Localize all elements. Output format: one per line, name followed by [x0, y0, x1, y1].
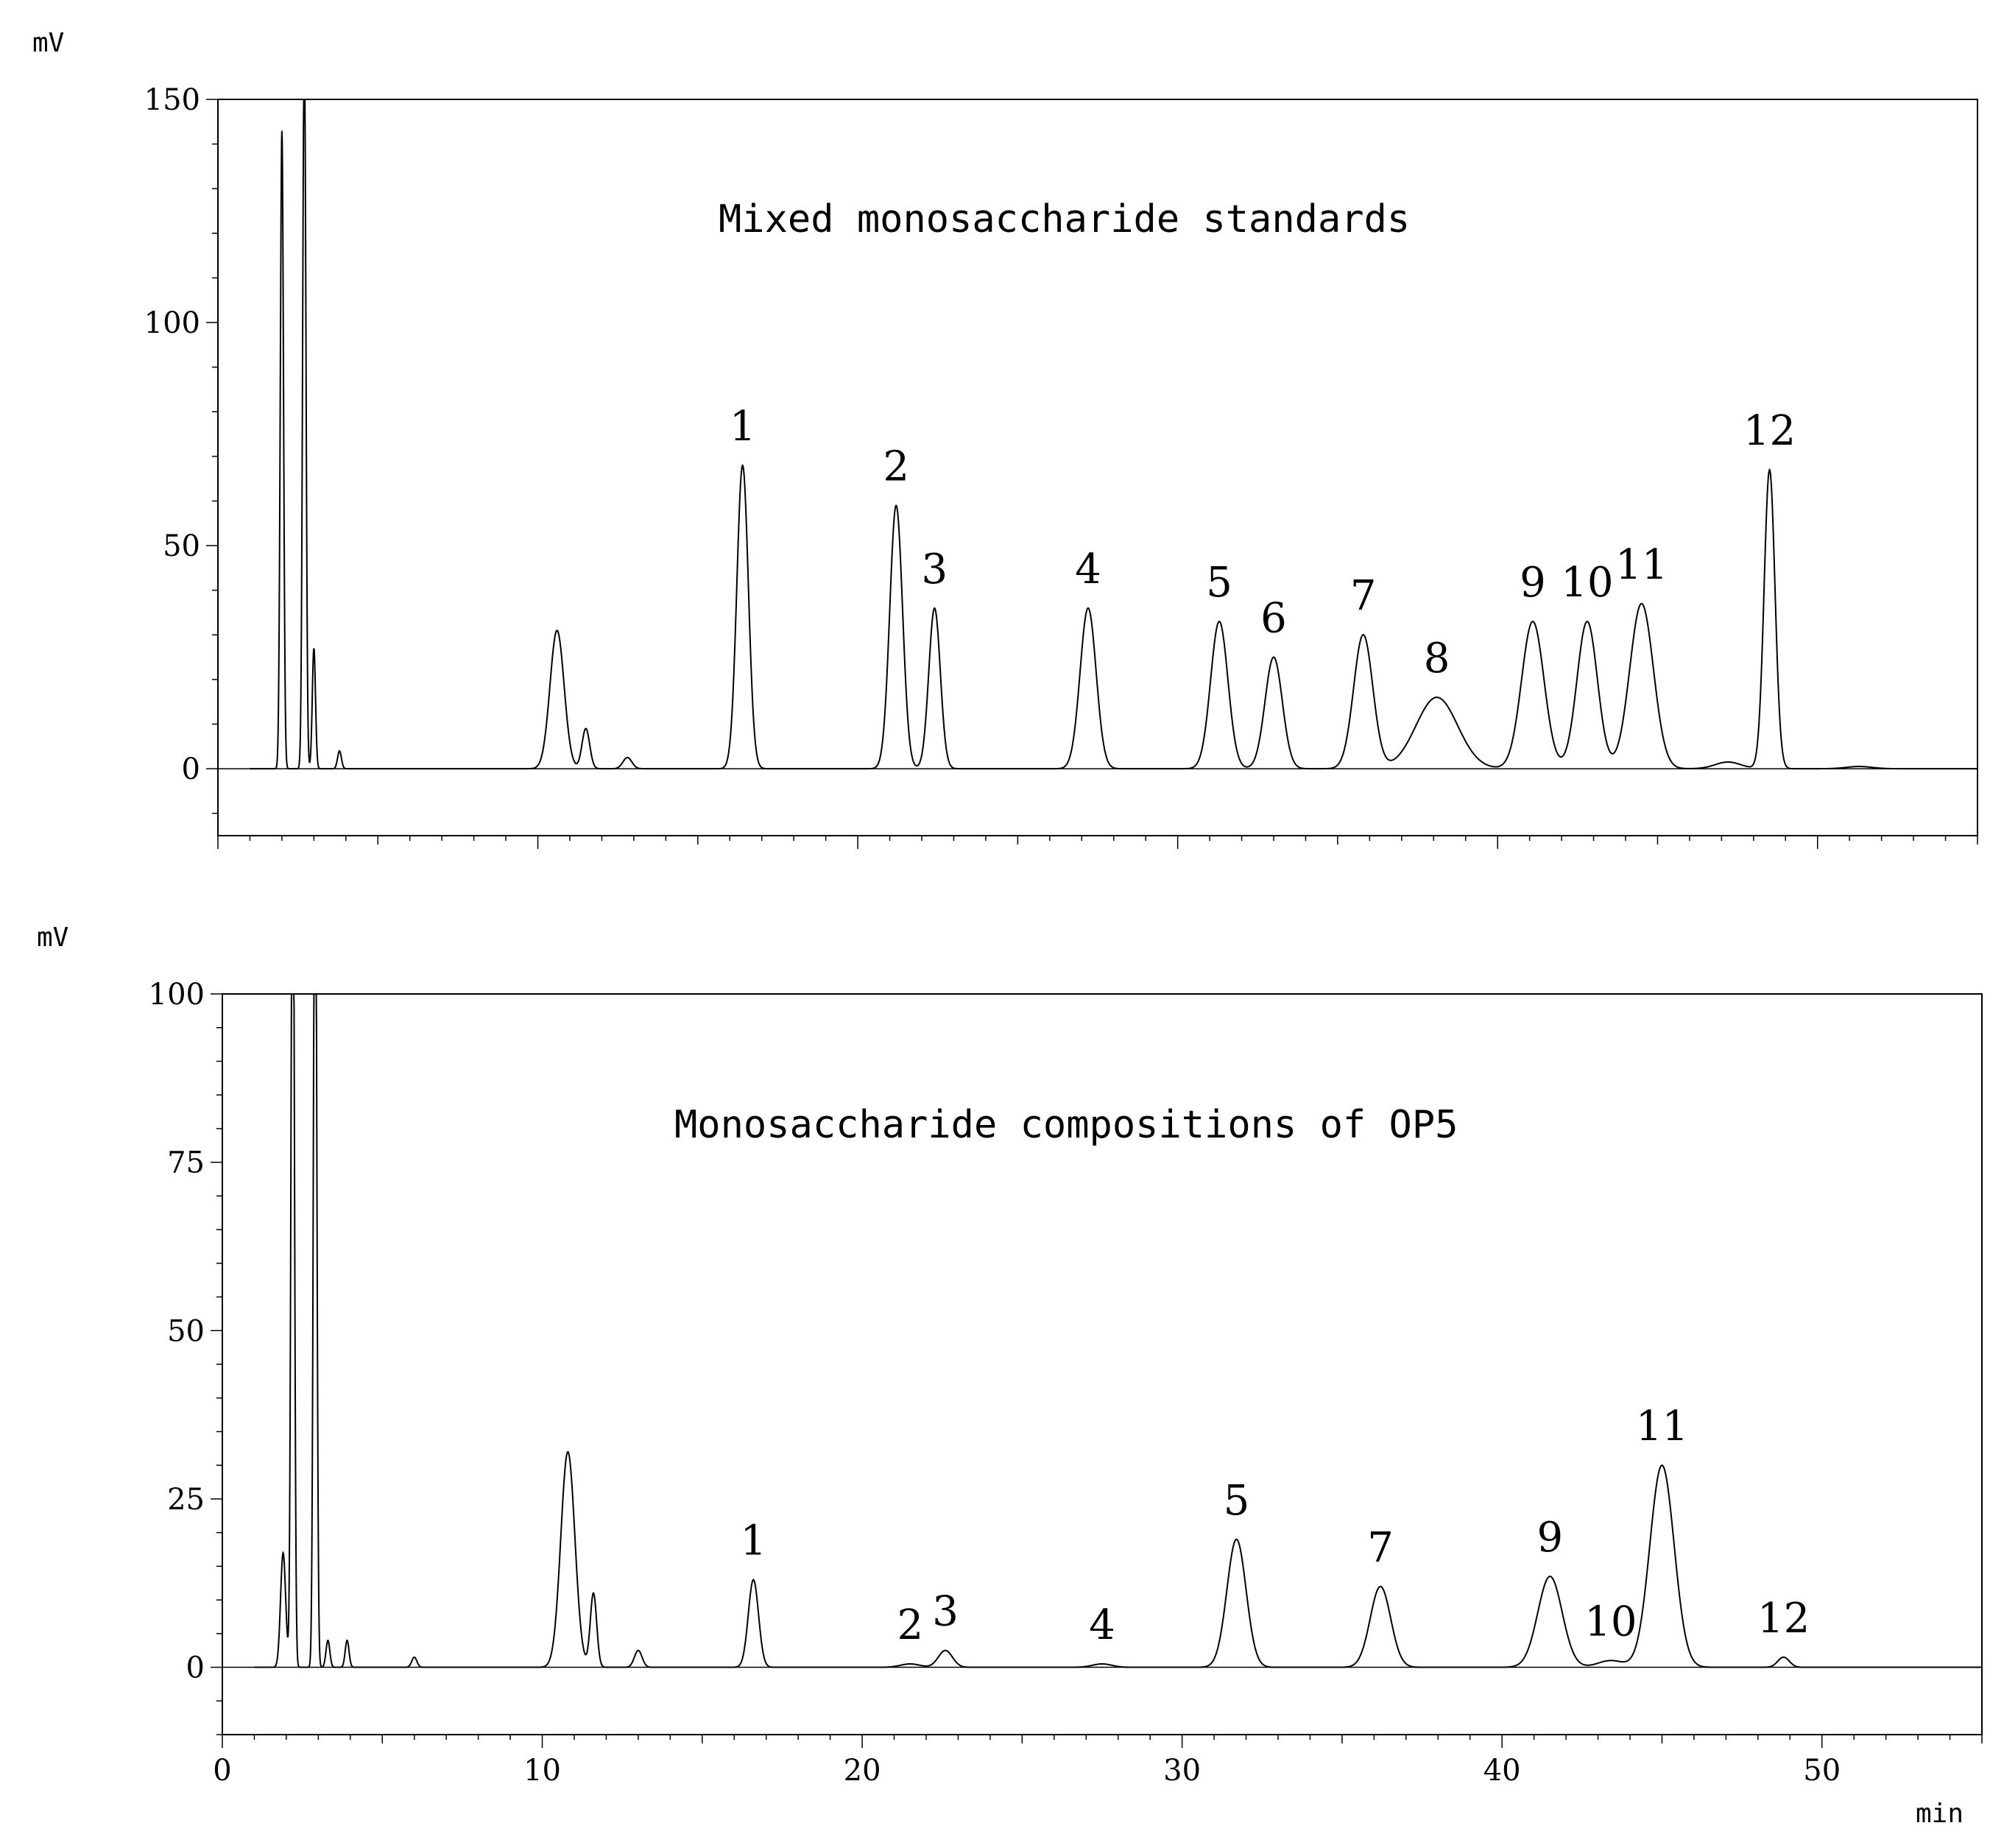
- x-tick-label: 20: [844, 1754, 881, 1788]
- x-tick-label: 50: [1803, 1754, 1841, 1788]
- peak-label: 4: [1075, 546, 1101, 593]
- peak-label: 8: [1424, 635, 1450, 683]
- y-tick-label: 0: [186, 1651, 205, 1685]
- x-axis-unit: min: [1916, 1799, 1964, 1829]
- peak-label: 10: [1584, 1598, 1637, 1646]
- y-tick-label: 100: [144, 306, 200, 340]
- chromatogram-trace: [254, 993, 1982, 1668]
- peak-label: 2: [883, 443, 909, 491]
- y-tick-label: 50: [163, 529, 200, 563]
- peak-label: 5: [1224, 1477, 1250, 1525]
- peak-label: 1: [730, 403, 756, 451]
- peak-label: 10: [1561, 559, 1613, 607]
- y-tick-label: 75: [167, 1146, 205, 1180]
- x-tick-label: 30: [1163, 1754, 1201, 1788]
- x-tick-label: 10: [523, 1754, 561, 1788]
- peak-label: 3: [922, 546, 948, 593]
- peak-label: 12: [1757, 1595, 1810, 1643]
- chart-title: Mixed monosaccharide standards: [719, 197, 1410, 241]
- peak-label: 1: [741, 1517, 767, 1565]
- y-axis-unit: mV: [32, 28, 64, 58]
- peak-label: 3: [932, 1588, 959, 1636]
- peak-label: 7: [1350, 572, 1377, 620]
- y-tick-label: 150: [144, 83, 200, 117]
- peak-label: 9: [1520, 559, 1546, 607]
- x-tick-label: 40: [1483, 1754, 1521, 1788]
- y-axis: 0 50 100 150: [144, 83, 218, 814]
- y-tick-label: 0: [182, 752, 200, 786]
- peak-label: 11: [1636, 1403, 1688, 1450]
- peak-label: 6: [1260, 595, 1287, 643]
- x-tick-label: 0: [213, 1754, 231, 1788]
- peak-label: 2: [897, 1601, 923, 1649]
- x-axis: [217, 836, 1978, 849]
- x-axis: 0 10 20 30 40 50: [213, 1735, 1983, 1788]
- peak-label: 4: [1089, 1601, 1115, 1649]
- plot-frame: [217, 99, 1978, 836]
- chart-title: Monosaccharide compositions of OP5: [674, 1103, 1458, 1147]
- y-tick-label: 100: [149, 978, 205, 1012]
- peak-label: 5: [1206, 559, 1232, 607]
- chromatogram-trace: [250, 99, 1977, 770]
- peak-label: 12: [1743, 407, 1796, 455]
- peak-label: 9: [1537, 1514, 1564, 1562]
- y-tick-label: 50: [167, 1314, 205, 1348]
- y-axis: 0 25 50 75 100: [149, 978, 222, 1735]
- y-tick-label: 25: [167, 1483, 205, 1517]
- y-axis-unit: mV: [37, 923, 68, 953]
- peak-label: 11: [1615, 541, 1668, 589]
- peak-label: 7: [1367, 1524, 1394, 1572]
